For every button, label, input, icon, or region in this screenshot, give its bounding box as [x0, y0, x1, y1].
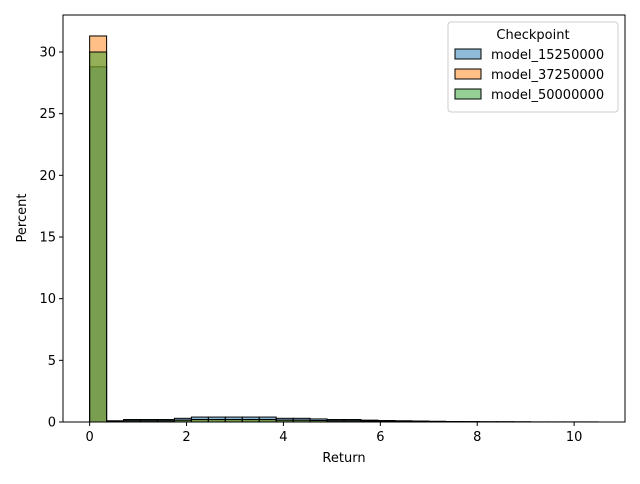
histogram-bar-model_50000000-0	[90, 52, 107, 422]
y-tick-label: 20	[39, 169, 56, 184]
legend-swatch-model_15250000	[455, 49, 481, 59]
y-tick-label: 15	[39, 231, 56, 246]
x-axis-label: Return	[322, 451, 365, 466]
legend-label-model_37250000: model_37250000	[491, 68, 604, 83]
x-tick-label: 8	[473, 430, 481, 445]
x-tick-label: 0	[86, 430, 94, 445]
x-tick-label: 6	[376, 430, 384, 445]
legend-title: Checkpoint	[496, 28, 569, 43]
y-tick-label: 5	[48, 354, 56, 369]
legend-swatch-model_37250000	[455, 69, 481, 79]
x-tick-label: 4	[279, 430, 287, 445]
y-tick-label: 0	[48, 416, 56, 431]
legend-label-model_50000000: model_50000000	[491, 88, 604, 103]
y-axis-label: Percent	[15, 194, 30, 243]
y-tick-label: 30	[39, 46, 56, 61]
y-tick-label: 25	[39, 107, 56, 122]
legend-label-model_15250000: model_15250000	[491, 48, 604, 63]
x-tick-label: 2	[182, 430, 190, 445]
legend-items: model_15250000 model_37250000 model_500000…	[455, 48, 604, 103]
legend: Checkpoint model_15250000model_37250000m…	[448, 22, 618, 112]
x-tick-label: 10	[566, 430, 583, 445]
legend-swatch-model_50000000	[455, 89, 481, 99]
y-tick-label: 10	[39, 292, 56, 307]
